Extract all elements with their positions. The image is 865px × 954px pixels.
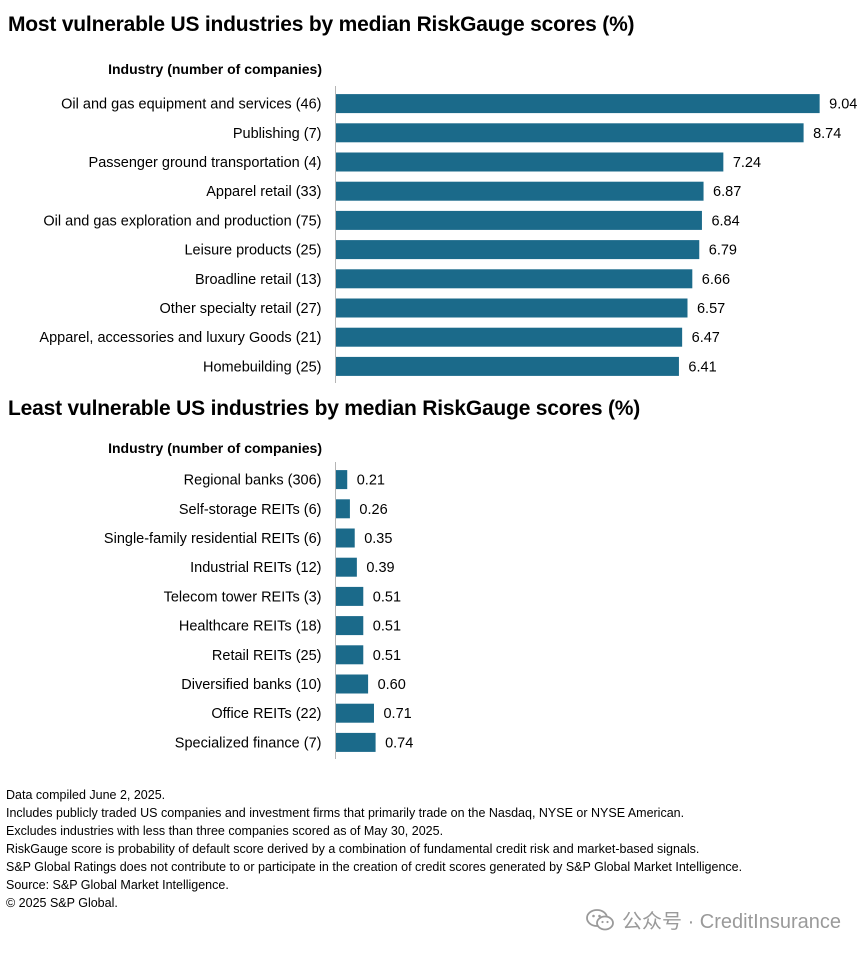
chart-notes: Data compiled June 2, 2025. Includes pub… (6, 788, 856, 914)
category-label: Oil and gas equipment and services (46) (61, 97, 321, 113)
note-source: Source: S&P Global Market Intelligence. (6, 878, 229, 892)
bar (336, 298, 688, 318)
category-label: Passenger ground transportation (4) (89, 155, 322, 171)
bar (336, 557, 357, 577)
value-label: 0.39 (366, 560, 394, 576)
category-label: Other specialty retail (27) (160, 301, 322, 317)
value-label: 0.21 (357, 473, 385, 489)
value-label: 6.47 (692, 330, 720, 346)
value-label: 0.71 (383, 706, 411, 722)
category-label: Telecom tower REITs (3) (164, 589, 322, 605)
category-label: Oil and gas exploration and production (… (43, 213, 321, 229)
bar-chart-least-vulnerable: Regional banks (306) 0.21 Self-storage REI… (104, 462, 413, 759)
category-label: Retail REITs (25) (212, 648, 322, 664)
bar (336, 674, 369, 694)
value-label: 0.51 (373, 589, 401, 605)
category-header-most-vulnerable: Industry (number of companies) (108, 61, 322, 77)
value-label: 6.57 (697, 301, 725, 317)
wechat-icon (586, 908, 614, 930)
value-label: 0.35 (364, 531, 392, 547)
watermark-text: 公众号 · CreditInsurance (622, 911, 841, 933)
chart-title-most-vulnerable: Most vulnerable US industries by median … (8, 13, 635, 36)
category-label: Office REITs (22) (211, 706, 321, 722)
category-label: Single-family residential REITs (6) (104, 531, 322, 547)
category-label: Broadline retail (13) (195, 272, 322, 288)
value-label: 0.60 (378, 677, 406, 693)
bar (336, 327, 683, 347)
note-data-compiled: Data compiled June 2, 2025. (6, 788, 166, 802)
bar (336, 470, 348, 490)
note-excludes: Excludes industries with less than three… (6, 824, 444, 838)
value-label: 6.79 (709, 243, 737, 259)
value-label: 0.26 (359, 502, 387, 518)
category-label: Industrial REITs (12) (190, 560, 321, 576)
note-includes: Includes publicly traded US companies an… (6, 806, 685, 820)
bar (336, 616, 364, 636)
bar (336, 240, 700, 260)
category-label: Specialized finance (7) (175, 735, 322, 751)
bar (336, 586, 364, 606)
bar (336, 732, 376, 752)
value-label: 0.51 (373, 619, 401, 635)
value-label: 6.41 (688, 359, 716, 375)
category-label: Healthcare REITs (18) (179, 619, 322, 635)
category-label: Diversified banks (10) (181, 677, 321, 693)
value-label: 6.84 (711, 213, 739, 229)
category-label: Homebuilding (25) (203, 359, 321, 375)
bar (336, 94, 820, 114)
note-copyright: © 2025 S&P Global. (6, 896, 118, 910)
value-label: 6.87 (713, 184, 741, 200)
value-label: 0.51 (373, 648, 401, 664)
bar (336, 356, 679, 376)
category-header-least-vulnerable: Industry (number of companies) (108, 440, 322, 456)
bar (336, 528, 355, 548)
bar (336, 499, 350, 519)
category-label: Apparel, accessories and luxury Goods (2… (39, 330, 321, 346)
value-label: 8.74 (813, 126, 841, 142)
value-label: 9.04 (829, 97, 857, 113)
note-riskgauge-definition: RiskGauge score is probability of defaul… (6, 842, 700, 856)
bar-chart-most-vulnerable: Oil and gas equipment and services (46) 9… (39, 86, 857, 383)
category-label: Regional banks (306) (184, 473, 322, 489)
note-disclaimer: S&P Global Ratings does not contribute t… (6, 860, 743, 874)
bar (336, 210, 702, 230)
bar (336, 703, 374, 723)
value-label: 6.66 (702, 272, 730, 288)
bar (336, 645, 364, 665)
watermark: 公众号 · CreditInsurance (586, 905, 841, 934)
bar (336, 152, 724, 172)
category-label: Apparel retail (33) (206, 184, 321, 200)
value-label: 0.74 (385, 735, 413, 751)
category-label: Self-storage REITs (6) (179, 502, 322, 518)
chart-title-least-vulnerable: Least vulnerable US industries by median… (8, 397, 641, 420)
bar (336, 123, 804, 143)
bar (336, 269, 693, 289)
category-label: Publishing (7) (233, 126, 322, 142)
category-label: Leisure products (25) (184, 243, 321, 259)
value-label: 7.24 (733, 155, 761, 171)
bar (336, 181, 704, 201)
